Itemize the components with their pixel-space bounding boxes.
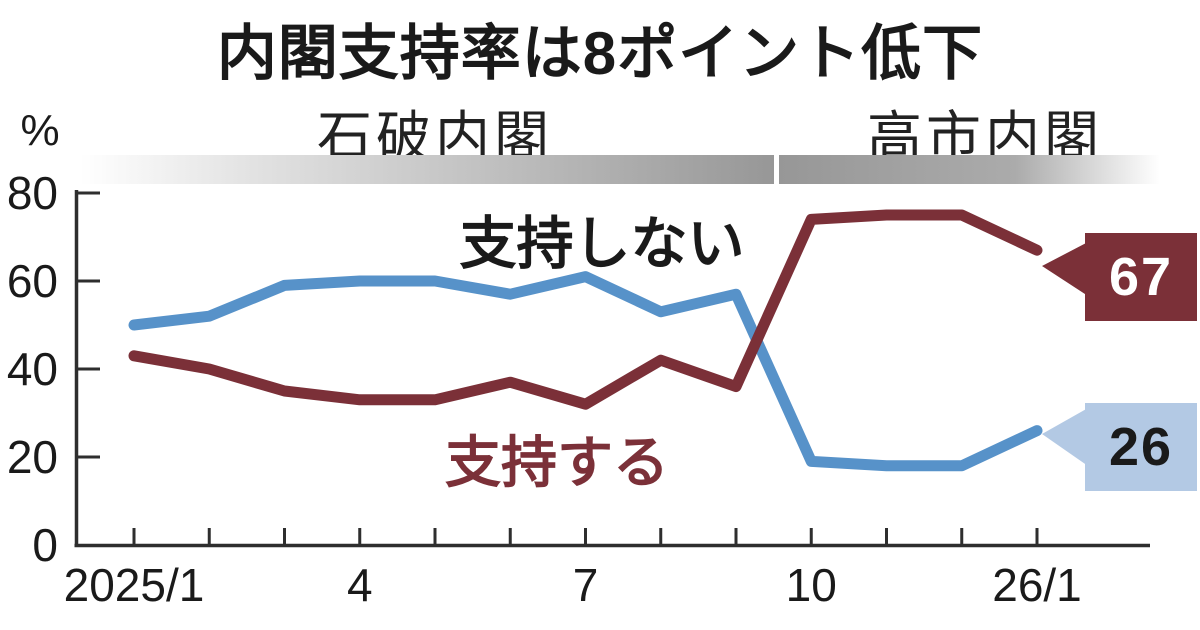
disapprove-callout-value: 26	[1108, 417, 1174, 477]
x-axis-label: 26/1	[992, 559, 1082, 611]
x-axis-label: 10	[785, 559, 837, 611]
x-axis-label: 4	[346, 559, 373, 611]
x-axis-label: 2025/1	[63, 559, 205, 611]
approve-line	[128, 209, 1043, 410]
y-axis-label: 40	[6, 343, 58, 395]
disapprove-line	[128, 271, 1043, 472]
y-axis-label: 20	[6, 431, 58, 483]
axis-ticks	[76, 191, 1039, 545]
y-axis-label: 80	[6, 167, 58, 219]
era-gradient-bar-ishiba	[80, 155, 774, 184]
y-axis-unit-label: %	[20, 106, 60, 155]
disapprove-series-label: 支持しない	[459, 212, 745, 276]
disapprove-callout-box	[1085, 403, 1197, 491]
y-axis-label: 0	[32, 519, 58, 571]
x-axis-label: 7	[572, 559, 599, 611]
era-gradient-bar-takaichi	[779, 155, 1160, 184]
chart-title: 内閣支持率は8ポイント低下	[216, 20, 984, 87]
approve-callout-box	[1085, 233, 1197, 321]
approve-callout-tail	[1042, 242, 1088, 296]
disapprove-callout-tail	[1042, 408, 1088, 466]
data-lines	[128, 209, 1043, 472]
y-axis-label: 60	[6, 255, 58, 307]
approve-callout-value: 67	[1108, 247, 1174, 307]
approve-series-label: 支持する	[445, 431, 669, 494]
